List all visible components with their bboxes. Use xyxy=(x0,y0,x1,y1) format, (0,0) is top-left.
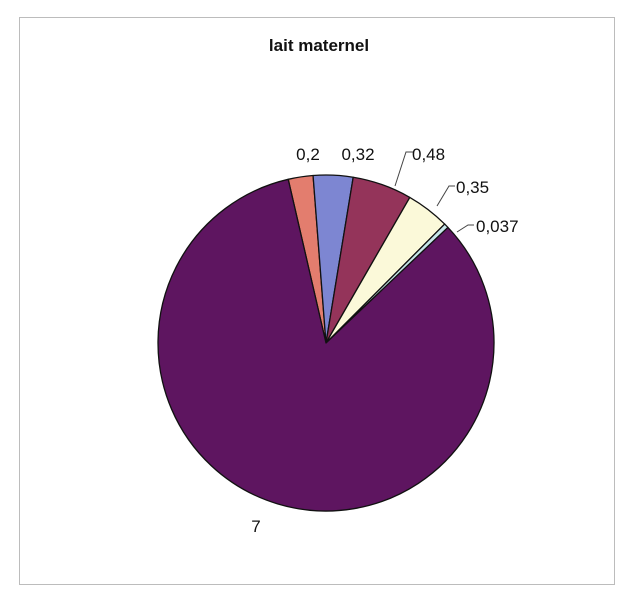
leader-line xyxy=(456,224,474,233)
slice-label: 0,037 xyxy=(476,217,519,236)
pie-slice xyxy=(157,178,495,512)
chart-title: lait maternel xyxy=(268,36,370,55)
slice-label: 0,2 xyxy=(296,145,320,164)
slice-label: 0,35 xyxy=(456,178,489,197)
leader-line xyxy=(394,151,414,187)
slice-label: 0,32 xyxy=(341,145,374,164)
leader-line xyxy=(436,185,455,207)
slice-label: 0,48 xyxy=(412,145,445,164)
slice-label: 7 xyxy=(251,517,260,536)
